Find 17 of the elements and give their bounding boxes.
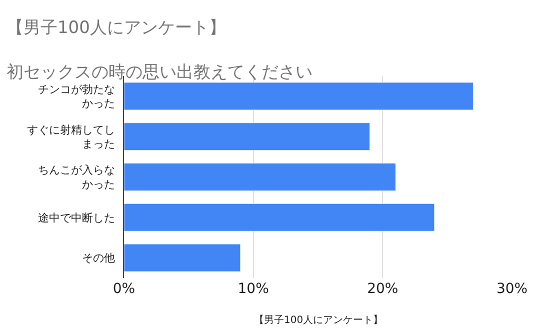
bar — [124, 244, 241, 272]
bar — [124, 203, 435, 232]
x-tick-label: 0% — [112, 281, 136, 297]
y-tick-label: チンコが勃たなかった — [38, 82, 115, 110]
y-tick-label: 途中で中断した — [38, 211, 115, 224]
x-tick-label: 10% — [238, 281, 269, 297]
x-tick-label: 20% — [367, 281, 398, 297]
y-tick-label: その他 — [82, 252, 115, 265]
text: 【男子100人にアンケート】 — [6, 18, 226, 38]
chart-subtitle: 初セックスの時の思い出教えてください — [6, 62, 312, 82]
bar — [124, 82, 474, 110]
text: 【男子100人にアンケート】 — [254, 314, 384, 326]
x-tick-label: 30% — [496, 281, 528, 297]
y-tick-label: すぐに射精してしまった — [26, 123, 115, 151]
y-tick-label: ちんこが入らなかった — [38, 164, 115, 191]
bar — [124, 163, 396, 191]
bar — [124, 122, 370, 151]
